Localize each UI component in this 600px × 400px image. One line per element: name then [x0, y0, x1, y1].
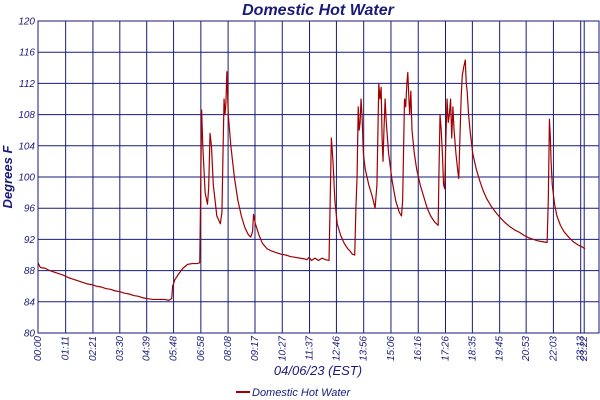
chart-title: Domestic Hot Water	[242, 2, 395, 19]
x-tick-label: 03:30	[115, 336, 126, 361]
series-line-domestic-hot-water	[37, 59, 586, 301]
y-tick-label: 116	[19, 48, 35, 59]
y-tick-label: 80	[24, 329, 36, 340]
x-tick-label: 18:35	[467, 336, 478, 361]
series-layer	[37, 59, 586, 301]
x-tick-label: 16:16	[413, 336, 424, 361]
x-tick-label: 15:06	[386, 336, 397, 361]
y-axis-ticks: 80 84 88 92 96 100 104 108 112 116 120	[18, 17, 35, 340]
x-tick-label: 23:22	[579, 336, 590, 362]
y-tick-label: 92	[24, 235, 36, 246]
y-tick-label: 120	[18, 17, 35, 28]
y-axis-label: Degrees F	[0, 145, 15, 209]
x-tick-label: 01:11	[61, 336, 72, 360]
y-tick-label: 84	[24, 297, 36, 308]
x-tick-label: 20:53	[521, 336, 532, 362]
x-tick-label: 22:03	[548, 336, 559, 362]
chart-grid	[38, 21, 599, 333]
y-tick-label: 96	[24, 204, 36, 215]
y-tick-label: 112	[19, 79, 35, 90]
y-tick-label: 108	[18, 110, 35, 121]
y-tick-label: 104	[18, 141, 35, 152]
y-tick-label: 88	[24, 266, 36, 277]
plot-frame	[37, 20, 600, 334]
x-tick-label: 09:17	[250, 336, 261, 361]
x-tick-label: 08:08	[223, 336, 234, 361]
y-tick-label: 100	[18, 173, 35, 184]
x-tick-label: 23:13	[576, 336, 587, 362]
x-axis-ticks: 00:00 01:11 02:21 03:30 04:39 05:48 06:58 08:08…	[33, 336, 590, 362]
x-tick-label: 04:39	[142, 336, 153, 361]
legend-label: Domestic Hot Water	[252, 387, 352, 399]
x-tick-label: 19:45	[495, 336, 506, 361]
x-tick-label: 10:27	[277, 336, 288, 361]
x-tick-label: 17:26	[440, 336, 451, 361]
x-tick-label: 11:37	[305, 336, 316, 361]
x-tick-label: 05:48	[169, 336, 180, 361]
x-tick-label: 12:46	[331, 336, 342, 361]
x-tick-label: 02:21	[88, 336, 99, 361]
x-tick-label: 13:56	[359, 336, 370, 361]
legend: Domestic Hot Water	[236, 387, 352, 399]
x-axis-label: 04/06/23 (EST)	[274, 363, 362, 378]
x-tick-label: 00:00	[33, 336, 44, 361]
x-tick-label: 06:58	[196, 336, 207, 361]
